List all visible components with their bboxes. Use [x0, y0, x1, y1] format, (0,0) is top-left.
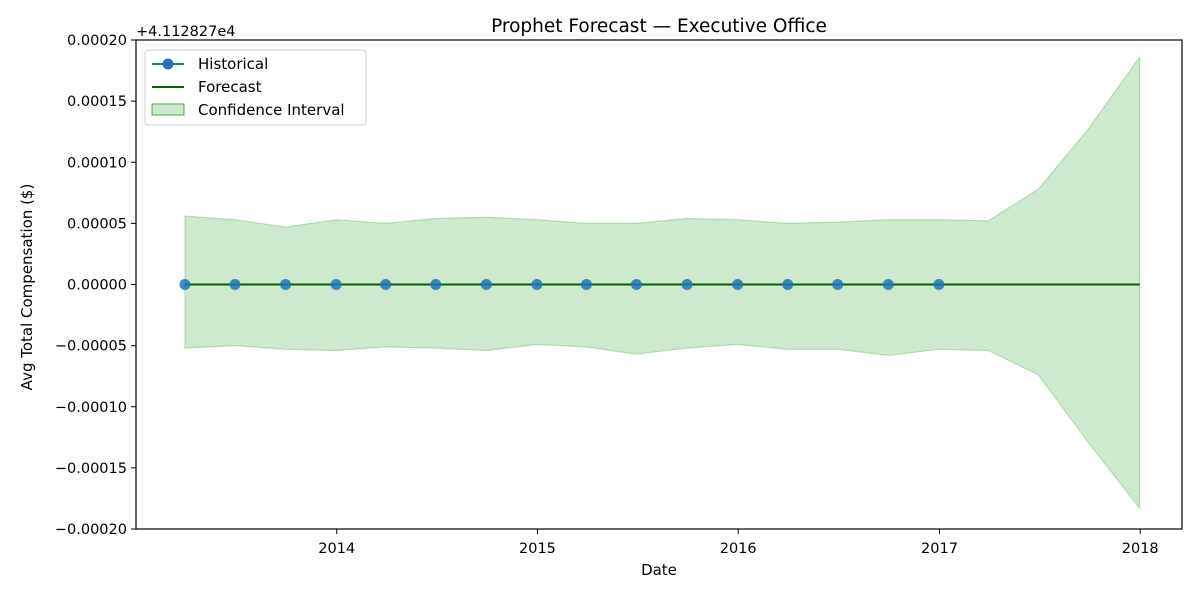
- historical-point: [580, 279, 592, 290]
- historical-point: [732, 279, 744, 290]
- x-tick-label: 2014: [318, 541, 355, 557]
- historical-point: [430, 279, 442, 290]
- legend-historical-marker: [162, 58, 174, 70]
- historical-point: [330, 279, 342, 290]
- x-tick-label: 2015: [519, 541, 556, 557]
- legend: Historical Forecast Confidence Interval: [144, 49, 367, 126]
- historical-point: [229, 279, 241, 290]
- legend-label-forecast: Forecast: [198, 78, 262, 96]
- y-offset-text: +4.112827e4: [136, 24, 235, 40]
- y-tick-label: −0.00015: [55, 461, 127, 477]
- historical-point: [480, 279, 492, 290]
- y-tick-label: 0.00020: [67, 33, 127, 49]
- y-tick-label: −0.00010: [55, 400, 127, 416]
- y-tick-label: 0.00015: [67, 94, 127, 110]
- historical-point: [380, 279, 392, 290]
- x-tick-label: 2016: [720, 541, 757, 557]
- legend-box: [144, 49, 367, 126]
- legend-label-confidence: Confidence Interval: [198, 101, 345, 119]
- y-axis-label: Avg Total Compensation ($): [18, 184, 36, 391]
- historical-point: [630, 279, 642, 290]
- legend-label-historical: Historical: [198, 55, 268, 73]
- historical-point: [933, 279, 945, 290]
- historical-point: [832, 279, 844, 290]
- historical-marker-layer: [179, 279, 945, 290]
- historical-point: [882, 279, 894, 290]
- x-axis-label: Date: [641, 561, 677, 579]
- y-tick-label: −0.00020: [55, 522, 127, 538]
- chart-title: Prophet Forecast — Executive Office: [491, 16, 827, 37]
- y-tick-label: 0.00005: [67, 216, 127, 232]
- historical-point: [531, 279, 543, 290]
- x-ticks: 2014 2015 2016 2017 2018: [318, 529, 1159, 557]
- historical-point: [681, 279, 693, 290]
- confidence-band: [184, 55, 1141, 510]
- historical-point: [280, 279, 292, 290]
- historical-point: [179, 279, 191, 290]
- confidence-band-layer: [184, 55, 1141, 510]
- y-ticks: −0.00020 −0.00015 −0.00010 −0.00005 0.00000 0…: [55, 33, 136, 538]
- historical-point: [782, 279, 794, 290]
- y-tick-label: 0.00000: [67, 278, 127, 294]
- y-tick-label: 0.00010: [67, 155, 127, 171]
- x-tick-label: 2017: [921, 541, 958, 557]
- legend-confidence-swatch: [151, 103, 185, 116]
- y-tick-label: −0.00005: [55, 339, 127, 355]
- x-tick-label: 2018: [1122, 541, 1159, 557]
